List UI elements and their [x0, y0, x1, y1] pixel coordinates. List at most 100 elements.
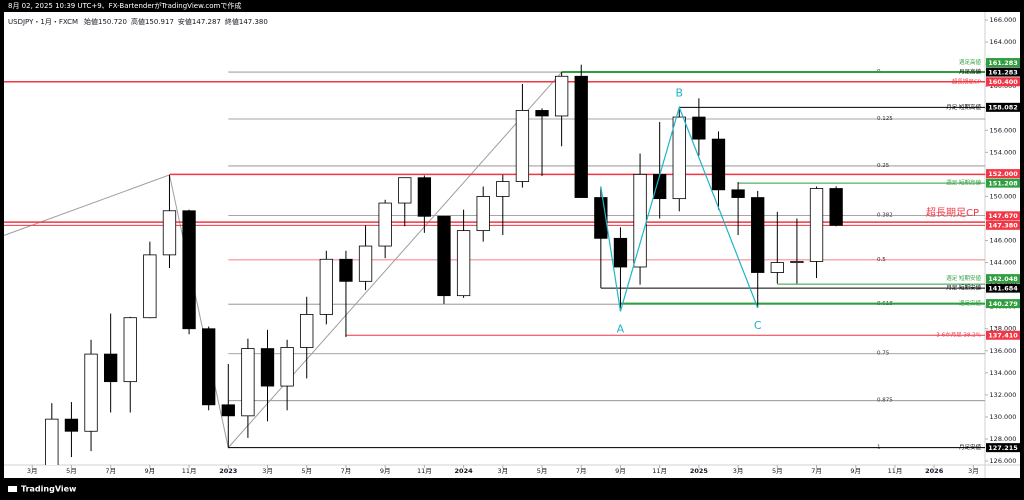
- price-label: 161.283: [988, 68, 1018, 76]
- price-label-box: [986, 102, 1020, 112]
- y-tick-label: 134.000: [990, 369, 1017, 377]
- x-tick-label: 9月: [615, 467, 626, 475]
- y-tick-label: 146.000: [990, 237, 1017, 245]
- y-tick-label: 128.000: [990, 435, 1017, 443]
- price-label-box: [986, 274, 1020, 284]
- x-tick-label: 9月: [380, 467, 391, 475]
- brand-logo: [8, 486, 17, 492]
- candle-body: [182, 210, 196, 330]
- candle-body: [711, 138, 726, 191]
- candle-body: [260, 348, 275, 387]
- x-tick-label: 11月: [652, 467, 667, 475]
- ohlc-legend: 高値150.917: [131, 17, 174, 26]
- candle-body: [241, 348, 255, 417]
- candle-body: [221, 404, 235, 417]
- x-tick-label: 5月: [301, 467, 312, 475]
- x-tick-label: 3月: [733, 467, 744, 475]
- candle-body: [554, 75, 569, 117]
- level-note: 月足安値: [959, 443, 982, 451]
- fib-label: 0.25: [877, 163, 890, 169]
- x-tick-label: 7月: [576, 467, 587, 475]
- level-note: 月足 短期高値: [946, 103, 981, 111]
- caption: 8月 02, 2025 10:39 UTC+9、FX-BartenderがTra…: [8, 1, 241, 10]
- price-label: 158.082: [988, 104, 1018, 112]
- x-tick-label: 7月: [341, 467, 352, 475]
- y-tick-label: 156.000: [990, 126, 1017, 134]
- price-label: 127.215: [988, 444, 1018, 452]
- fib-label: 0.5: [877, 257, 886, 263]
- price-label-box: [986, 283, 1020, 293]
- x-tick-label: 9月: [850, 467, 861, 475]
- price-label: 151.208: [988, 179, 1018, 187]
- candle-body: [162, 210, 177, 256]
- candle-body: [378, 202, 392, 247]
- level-note: 週足高値: [959, 58, 982, 66]
- y-tick-label: 164.000: [990, 38, 1017, 46]
- y-tick-label: 166.000: [990, 16, 1017, 24]
- candle-body: [790, 261, 804, 263]
- x-tick-label: 3月: [262, 467, 273, 475]
- price-label: 161.283: [988, 59, 1018, 67]
- candle-body: [829, 188, 843, 226]
- y-tick-label: 126.000: [990, 457, 1017, 465]
- x-tick-label: 11月: [182, 467, 197, 475]
- wave-label: A: [617, 322, 625, 335]
- candle-body: [64, 418, 79, 432]
- price-label: 160.400: [988, 78, 1018, 86]
- price-label-box: [986, 58, 1020, 68]
- level-note: 超長期足CP: [952, 77, 982, 85]
- candle-body: [751, 197, 765, 273]
- candle-body: [319, 258, 333, 315]
- candle-body: [123, 317, 137, 383]
- fib-label: 0.75: [877, 351, 890, 357]
- candle-body: [300, 314, 314, 348]
- y-tick-label: 136.000: [990, 347, 1017, 355]
- price-label-box: [986, 220, 1020, 230]
- candle-body: [437, 215, 451, 297]
- fib-label: 0.382: [877, 213, 893, 219]
- price-label: 142.048: [988, 275, 1018, 283]
- x-tick-label: 2025: [690, 467, 709, 475]
- price-label: 137.410: [988, 332, 1018, 340]
- candle-body: [692, 116, 706, 140]
- candle-body: [653, 173, 667, 200]
- price-label-box: [986, 169, 1020, 179]
- price-label-box: [986, 67, 1020, 77]
- ohlc-legend: 安値147.287: [178, 17, 221, 26]
- candle-body: [45, 418, 59, 465]
- x-tick-label: 11月: [417, 467, 432, 475]
- x-tick-label: 5月: [772, 467, 783, 475]
- x-tick-label: 3月: [968, 467, 979, 475]
- trend-line: [4, 71, 563, 449]
- candle-body: [84, 353, 98, 432]
- candle-body: [339, 258, 353, 282]
- y-tick-label: 132.000: [990, 391, 1017, 399]
- price-label: 147.670: [988, 212, 1018, 220]
- candle-body: [613, 237, 628, 268]
- candle-body: [417, 177, 432, 217]
- ohlc-legend: 始値150.720: [84, 17, 127, 26]
- x-tick-label: 9月: [145, 467, 156, 475]
- price-label-box: [986, 330, 1020, 340]
- overlay: USDJPY・1月・FXCM 始値150.720 高値150.917 安値147.2…: [8, 16, 1020, 475]
- y-tick-label: 144.000: [990, 259, 1017, 267]
- x-tick-label: 7月: [105, 467, 116, 475]
- wave-line: [600, 105, 759, 312]
- price-label: 152.000: [988, 170, 1018, 178]
- price-label-box: [986, 299, 1020, 309]
- candle-body: [358, 245, 373, 282]
- price-label-box: [986, 211, 1020, 221]
- price-label-box: [986, 443, 1020, 453]
- fib-label: 0.875: [877, 398, 893, 404]
- candle-body: [672, 116, 686, 200]
- candle-body: [731, 189, 745, 198]
- candle-body: [535, 110, 549, 117]
- candle-body: [574, 75, 588, 198]
- price-label-box: [986, 178, 1020, 188]
- price-label-box: [986, 77, 1020, 87]
- price-label: 147.380: [988, 222, 1018, 230]
- y-tick-label: 130.000: [990, 413, 1017, 421]
- fib-label: 0.125: [877, 116, 893, 122]
